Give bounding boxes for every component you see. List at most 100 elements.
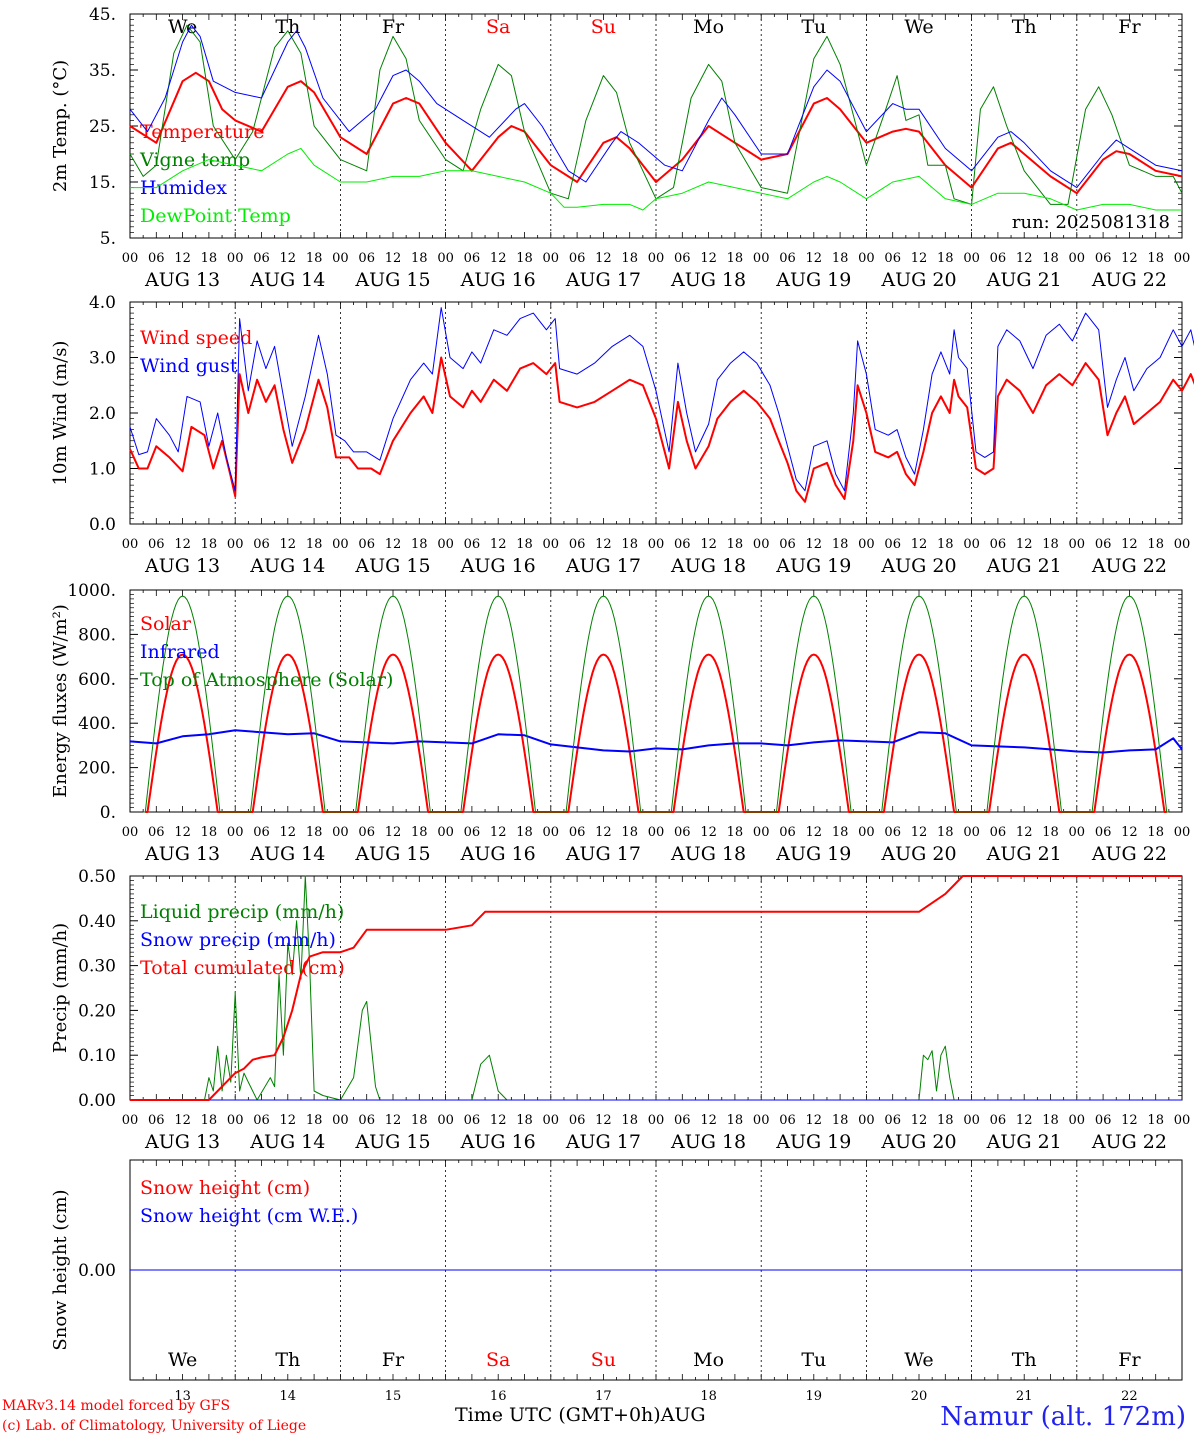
x-hour-label: 18 xyxy=(516,1113,533,1128)
y-tick-label: 4.0 xyxy=(89,293,116,313)
x-hour-label: 12 xyxy=(700,1113,717,1128)
y-tick-label: 5. xyxy=(100,229,116,249)
x-day-label: AUG 14 xyxy=(249,269,325,291)
x-day-label: AUG 14 xyxy=(249,843,325,865)
x-day-label: AUG 21 xyxy=(986,269,1062,291)
x-hour-label: 00 xyxy=(1069,251,1086,266)
x-hour-label: 06 xyxy=(884,825,901,840)
x-hour-label: 00 xyxy=(227,537,244,552)
x-hour-label: 00 xyxy=(753,1113,770,1128)
x-day-label: AUG 13 xyxy=(144,843,220,865)
y-tick-label: 0. xyxy=(100,803,116,823)
x-hour-label: 12 xyxy=(1016,251,1033,266)
x-hour-label: 12 xyxy=(1121,251,1138,266)
x-hour-label: 00 xyxy=(963,825,980,840)
x-hour-label: 00 xyxy=(1174,1113,1191,1128)
x-day-label: AUG 16 xyxy=(460,269,536,291)
legend-entry: Total cumulated (cm) xyxy=(140,957,345,979)
x-hour-label: 06 xyxy=(148,537,165,552)
x-hour-label: 18 xyxy=(516,537,533,552)
x-hour-label: 18 xyxy=(411,251,428,266)
weekday-label: Th xyxy=(275,16,300,38)
x-hour-label: 00 xyxy=(122,1113,139,1128)
x-hour-label: 18 xyxy=(621,1113,638,1128)
x-hour-label: 00 xyxy=(227,1113,244,1128)
x-day-label: AUG 14 xyxy=(249,555,325,577)
x-hour-label: 12 xyxy=(385,1113,402,1128)
x-hour-label: 18 xyxy=(727,251,744,266)
x-hour-label: 00 xyxy=(963,1113,980,1128)
x-day-label: AUG 18 xyxy=(670,843,746,865)
x-hour-label: 18 xyxy=(306,251,323,266)
x-hour-label: 12 xyxy=(595,825,612,840)
x-hour-label: 06 xyxy=(990,825,1007,840)
x-hour-label: 18 xyxy=(1042,537,1059,552)
x-day-label: AUG 15 xyxy=(354,1131,430,1153)
series-line xyxy=(129,24,1183,189)
x-hour-label: 00 xyxy=(543,1113,560,1128)
x-hour-label: 12 xyxy=(911,251,928,266)
x-hour-label: 18 xyxy=(1147,251,1164,266)
x-day-label: AUG 18 xyxy=(670,1131,746,1153)
x-hour-label: 18 xyxy=(306,825,323,840)
y-tick-label: 400. xyxy=(78,714,116,734)
x-day-label: AUG 13 xyxy=(144,1131,220,1153)
x-hour-label: 06 xyxy=(148,251,165,266)
x-day-label: AUG 19 xyxy=(775,843,851,865)
x-hour-label: 06 xyxy=(990,251,1007,266)
x-hour-label: 18 xyxy=(832,1113,849,1128)
x-hour-label: 18 xyxy=(516,825,533,840)
x-hour-label: 00 xyxy=(437,537,454,552)
series-line xyxy=(129,729,1183,754)
day-number-label: 18 xyxy=(700,1389,717,1404)
y-tick-label: 0.00 xyxy=(78,1261,116,1281)
x-hour-label: 00 xyxy=(963,537,980,552)
x-hour-label: 18 xyxy=(516,251,533,266)
x-hour-label: 18 xyxy=(727,537,744,552)
y-tick-label: 45. xyxy=(89,5,116,25)
legend-entry: Wind gust xyxy=(140,355,238,377)
x-hour-label: 00 xyxy=(753,251,770,266)
x-hour-label: 12 xyxy=(1016,825,1033,840)
x-hour-label: 06 xyxy=(779,1113,796,1128)
x-hour-label: 06 xyxy=(569,251,586,266)
x-hour-label: 06 xyxy=(674,1113,691,1128)
x-hour-label: 00 xyxy=(543,251,560,266)
series-line xyxy=(130,875,1182,1101)
x-hour-label: 12 xyxy=(806,1113,823,1128)
weekday-label: Sa xyxy=(486,16,510,38)
x-hour-label: 12 xyxy=(490,1113,507,1128)
x-hour-label: 00 xyxy=(543,537,560,552)
x-hour-label: 18 xyxy=(411,537,428,552)
y-tick-label: 1.0 xyxy=(89,460,116,480)
x-day-label: AUG 13 xyxy=(144,269,220,291)
y-tick-label: 600. xyxy=(78,670,116,690)
station-name: Namur (alt. 172m) xyxy=(940,1402,1186,1432)
x-hour-label: 00 xyxy=(332,537,349,552)
weekday-label: Fr xyxy=(382,1349,405,1371)
weekday-label: Fr xyxy=(382,16,405,38)
x-hour-label: 18 xyxy=(201,825,218,840)
y-tick-label: 3.0 xyxy=(89,349,116,369)
day-number-label: 21 xyxy=(1016,1389,1033,1404)
x-hour-label: 12 xyxy=(174,537,191,552)
x-hour-label: 18 xyxy=(1147,537,1164,552)
day-number-label: 14 xyxy=(280,1389,297,1404)
x-hour-label: 00 xyxy=(648,825,665,840)
panels-group: 5. 15. 25. 35. 45. 2m Temp. (°C) 00 06 12 18 AUG 1… xyxy=(50,5,1194,1404)
x-day-label: AUG 17 xyxy=(565,555,641,577)
x-day-label: AUG 20 xyxy=(880,269,956,291)
x-hour-label: 00 xyxy=(858,825,875,840)
x-hour-label: 18 xyxy=(1147,825,1164,840)
day-number-label: 13 xyxy=(174,1389,191,1404)
x-hour-label: 00 xyxy=(753,537,770,552)
x-day-label: AUG 16 xyxy=(460,1131,536,1153)
legend-entry: Snow height (cm W.E.) xyxy=(140,1205,358,1227)
x-hour-label: 06 xyxy=(253,825,270,840)
x-day-label: AUG 17 xyxy=(565,1131,641,1153)
y-tick-label: 800. xyxy=(78,625,116,645)
x-hour-label: 06 xyxy=(779,537,796,552)
x-hour-label: 12 xyxy=(700,825,717,840)
legend-entry: Temperature xyxy=(140,121,264,143)
x-day-label: AUG 22 xyxy=(1091,1131,1167,1153)
